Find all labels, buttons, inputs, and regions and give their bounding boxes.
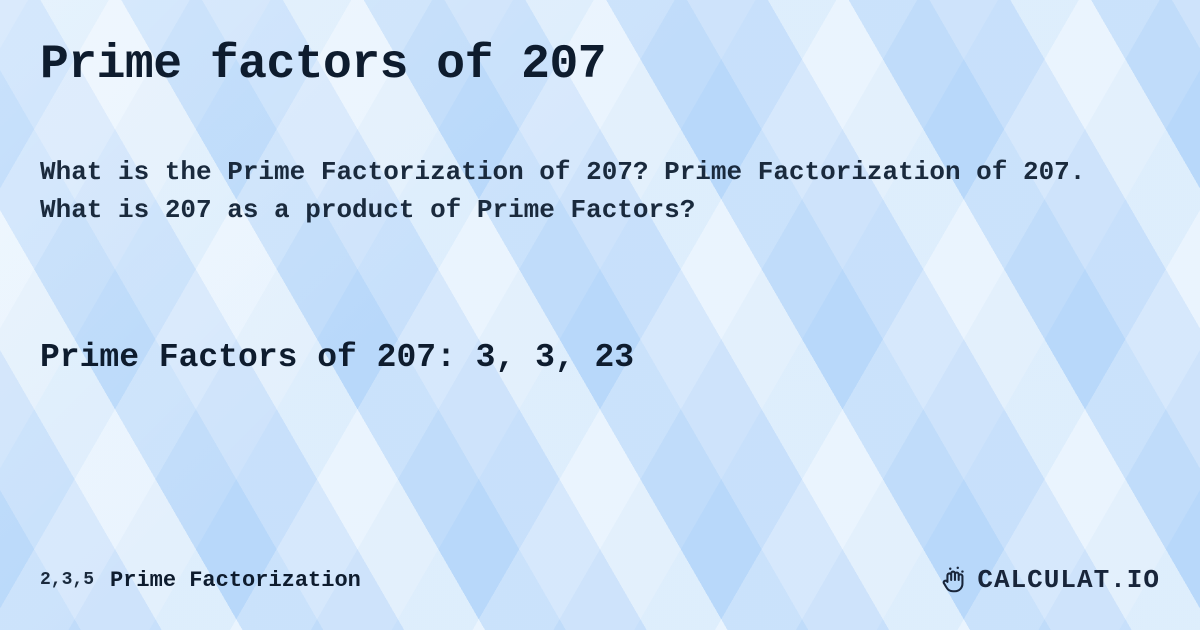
description-text: What is the Prime Factorization of 207? … <box>40 154 1160 229</box>
footer-numbers-icon: 2,3,5 <box>40 570 94 590</box>
footer: 2,3,5 Prime Factorization CALCULAT.IO <box>0 550 1200 630</box>
content-area: Prime factors of 207 What is the Prime F… <box>0 0 1200 630</box>
footer-left: 2,3,5 Prime Factorization <box>40 568 361 593</box>
page-title: Prime factors of 207 <box>40 38 1160 92</box>
footer-label: Prime Factorization <box>110 568 361 593</box>
result-heading: Prime Factors of 207: 3, 3, 23 <box>40 339 1160 376</box>
brand: CALCULAT.IO <box>939 565 1160 595</box>
brand-text: CALCULAT.IO <box>977 565 1160 595</box>
brand-hand-icon <box>939 565 969 595</box>
